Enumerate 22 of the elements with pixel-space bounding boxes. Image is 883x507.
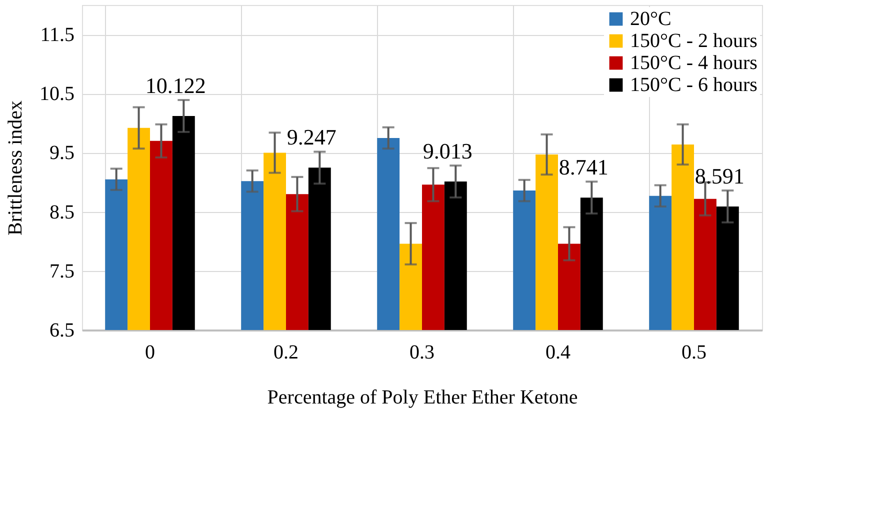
legend-label: 150°C - 2 hours [630, 30, 758, 52]
legend-label: 20°C [630, 8, 672, 30]
legend-label: 150°C - 4 hours [630, 52, 758, 74]
data-label: 8.591 [694, 163, 744, 188]
x-tick-label: 0.5 [682, 342, 706, 364]
y-axis-title: Brittleness index [4, 100, 26, 236]
x-tick-label: 0.4 [546, 342, 570, 364]
x-axis-title: Percentage of Poly Ether Ether Ketone [267, 386, 578, 408]
y-tick-label: 9.5 [50, 142, 74, 164]
data-label: 10.122 [145, 73, 206, 98]
data-label: 9.247 [286, 124, 336, 150]
y-tick-label: 6.5 [50, 320, 74, 342]
data-label: 9.013 [422, 138, 472, 164]
x-tick-label: 0 [145, 342, 155, 364]
data-label: 8.741 [558, 154, 608, 180]
x-tick-label: 0.3 [410, 342, 434, 364]
y-tick-label: 7.5 [50, 260, 74, 282]
y-tick-label: 8.5 [50, 201, 74, 224]
x-tick-label: 0.2 [274, 342, 298, 364]
legend-label: 150°C - 6 hours [630, 74, 758, 96]
y-tick-label: 10.5 [40, 83, 74, 106]
y-tick-label: 11.5 [40, 24, 74, 46]
